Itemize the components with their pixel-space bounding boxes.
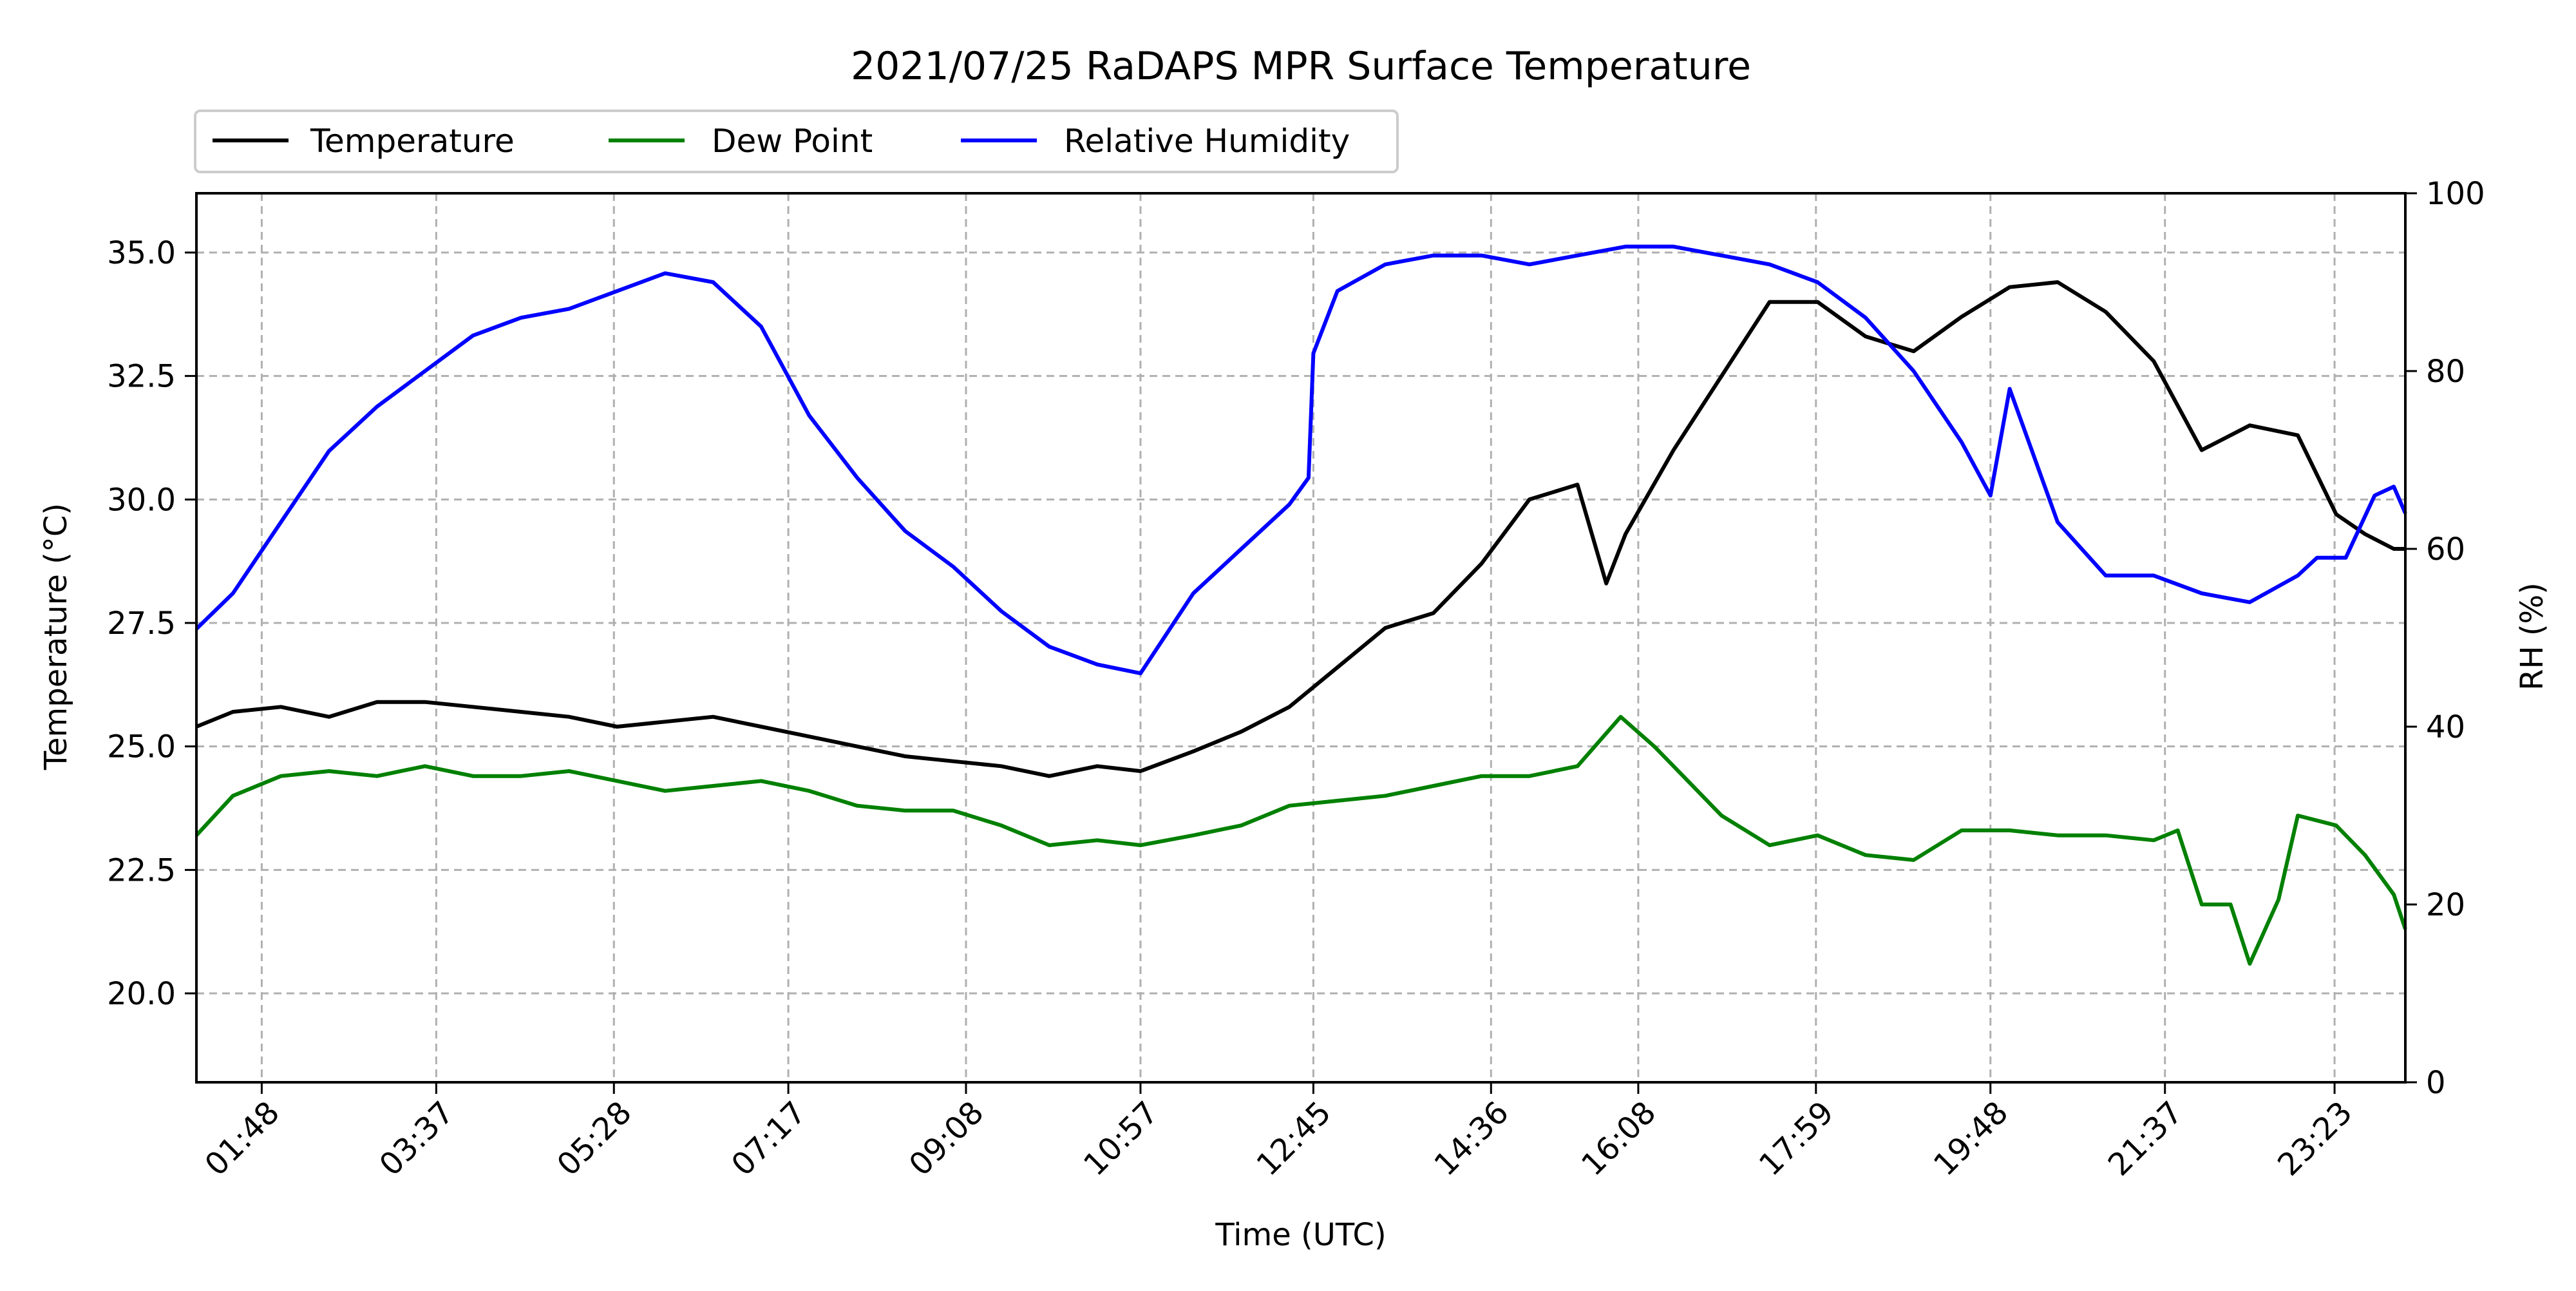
plot-frame <box>195 192 2407 1084</box>
y-tick-label: 32.5 <box>107 359 176 395</box>
y2-tick-label: 20 <box>2426 887 2465 923</box>
x-tick-label: 03:37 <box>372 1095 460 1183</box>
y2-tick-label: 40 <box>2426 709 2465 745</box>
y-axis-label: Temperature (°C) <box>38 503 74 770</box>
grid-lines <box>196 193 2405 1082</box>
legend-label-temperature: Temperature <box>310 122 515 160</box>
y2-axis-label: RH (%) <box>2514 582 2550 691</box>
series-line-temperature <box>195 280 2405 778</box>
x-tick-label: 23:23 <box>2271 1095 2359 1183</box>
series-line-relative-humidity <box>194 244 2407 676</box>
x-tick-label: 16:08 <box>1575 1095 1663 1183</box>
x-tick-label: 01:48 <box>198 1095 286 1183</box>
y2-tick-label: 100 <box>2426 176 2485 212</box>
y-tick-label: 25.0 <box>107 729 176 765</box>
legend-label-relative-humidity: Relative Humidity <box>1064 122 1350 160</box>
legend-frame <box>194 110 1399 173</box>
x-tick-label: 14:36 <box>1427 1095 1515 1183</box>
chart-title: 2021/07/25 RaDAPS MPR Surface Temperatur… <box>851 44 1751 89</box>
y-tick-label: 30.0 <box>107 482 176 518</box>
x-tick-label: 19:48 <box>1927 1095 2015 1183</box>
series-line-dew-point <box>194 714 2407 966</box>
y-tick-label: 35.0 <box>107 235 176 271</box>
x-tick-label: 12:45 <box>1249 1095 1338 1183</box>
y-tick-label: 20.0 <box>107 976 176 1012</box>
x-axis-label: Time (UTC) <box>1215 1217 1386 1253</box>
y2-tick-label: 80 <box>2426 354 2465 390</box>
axes: 01:48 03:37 05:28 07:17 09:08 10:57 12:45 14:36… <box>107 176 2485 1183</box>
y-tick-label: 22.5 <box>107 852 176 888</box>
x-tick-label: 05:28 <box>550 1095 638 1183</box>
x-tick-label: 10:57 <box>1077 1095 1165 1183</box>
series-lines <box>194 244 2407 966</box>
x-tick-label: 07:17 <box>724 1095 813 1183</box>
x-tick-label: 09:08 <box>902 1095 990 1183</box>
y2-tick-label: 60 <box>2426 531 2465 568</box>
y-tick-label: 27.5 <box>107 606 176 642</box>
y2-tick-label: 0 <box>2426 1065 2446 1101</box>
x-tick-label: 17:59 <box>1752 1095 1841 1183</box>
legend: Temperature Dew Point Relative Humidity <box>194 110 1399 173</box>
x-tick-label: 21:37 <box>2101 1095 2190 1183</box>
legend-label-dew-point: Dew Point <box>712 122 873 160</box>
